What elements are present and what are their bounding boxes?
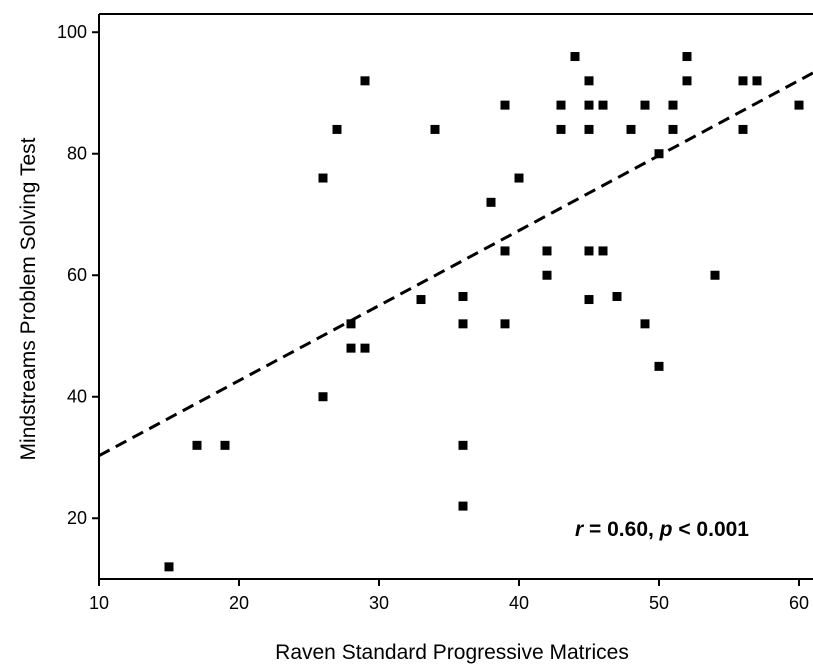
data-point [416,295,426,305]
y-tick-label: 40 [67,387,87,407]
data-point [458,440,468,450]
y-ticks: 20 40 60 80 100 [57,22,99,528]
data-point [360,343,370,353]
data-point [458,292,468,301]
data-point [682,52,692,62]
data-point [654,361,664,371]
data-point [738,76,748,86]
data-point [332,124,342,134]
data-point [542,270,552,280]
data-point [318,173,328,183]
data-point [626,124,636,134]
correlation-annotation: r = 0.60, p < 0.001 [575,518,749,541]
data-point [584,124,594,134]
data-point [752,76,762,86]
x-tick-label: 10 [89,593,109,613]
data-point [710,270,720,280]
p-value: < 0.001 [673,518,750,541]
plot-area [98,13,813,580]
p-symbol: p [659,518,673,541]
data-point [458,501,468,511]
data-point [318,392,328,402]
trend-line [98,71,813,457]
data-points [164,52,804,572]
x-tick-label: 20 [229,593,249,613]
data-point [430,124,440,134]
data-point [738,124,748,134]
x-tick-label: 50 [649,593,669,613]
data-point [360,76,370,86]
data-point [682,76,692,86]
data-point [668,124,678,134]
data-point [654,149,664,159]
r-symbol: r [575,518,585,541]
x-tick-label: 60 [789,593,809,613]
data-point [640,100,650,110]
data-point [192,440,202,450]
data-point [570,52,580,62]
data-point [598,246,608,256]
data-point [556,124,566,134]
data-point [584,76,594,86]
data-point [486,197,496,207]
data-point [584,100,594,110]
data-point [500,319,510,329]
data-point [640,319,650,329]
data-point [598,100,608,110]
y-tick-label: 100 [57,22,87,42]
y-tick-label: 60 [67,265,87,285]
r-value: = 0.60, [583,518,659,541]
data-point [542,246,552,256]
x-tick-label: 30 [369,593,389,613]
data-point [220,440,230,450]
data-point [346,319,356,329]
data-point [500,100,510,110]
data-point [164,562,174,572]
data-point [346,343,356,353]
data-point [668,100,678,110]
x-tick-label: 40 [509,593,529,613]
x-axis-title: Raven Standard Progressive Matrices [275,641,629,664]
data-point [794,100,804,110]
data-point [584,295,594,305]
y-tick-label: 80 [67,144,87,164]
data-point [556,100,566,110]
y-tick-label: 20 [67,508,87,528]
data-point [584,246,594,256]
data-point [514,173,524,183]
x-ticks: 10 20 30 40 50 60 [89,579,809,613]
y-axis-title: Mindstreams Problem Solving Test [17,137,40,460]
data-point [612,292,622,301]
data-point [500,246,510,256]
data-point [458,319,468,329]
